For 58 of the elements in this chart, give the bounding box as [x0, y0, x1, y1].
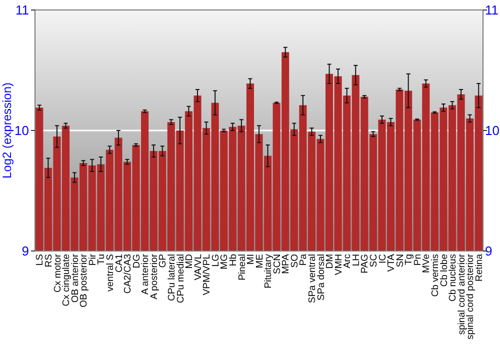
- x-tick-label: Hb: [228, 254, 239, 266]
- x-tick-label: DG: [131, 254, 142, 268]
- x-tick-label: LG: [210, 254, 222, 267]
- x-tick-label: Cb nucleus: [448, 254, 459, 302]
- x-tick-label: Pa: [298, 253, 310, 266]
- x-tick-label: MPA: [280, 253, 292, 274]
- x-tick-label: VTA: [386, 253, 398, 272]
- x-tick-label: MG: [219, 254, 230, 270]
- y2-tick-label: 11: [485, 2, 498, 18]
- y-axis-title: Log2 (expression): [0, 82, 14, 179]
- x-tick-label: Cx cingulate: [61, 254, 72, 306]
- x-tick-label: A posterior: [148, 254, 160, 300]
- x-tick-label: PAG: [360, 254, 371, 274]
- x-tick-label: OB posterior: [78, 254, 90, 308]
- x-tick-label: CPu lateral: [166, 254, 178, 301]
- x-tick-label: MVe: [421, 254, 432, 274]
- x-tick-label: ventral S: [104, 254, 116, 292]
- x-tick-label: SC: [368, 254, 380, 268]
- x-tick-label: GP: [158, 254, 169, 268]
- x-tick-label: Tg: [404, 254, 415, 266]
- x-tick-label: Arc: [342, 254, 354, 268]
- x-tick-label: DM: [324, 254, 336, 269]
- x-tick-label: ME: [254, 254, 266, 268]
- y-tick-label: 9: [22, 244, 29, 259]
- y2-tick-label: 10: [485, 123, 500, 138]
- x-tick-label: IC: [377, 254, 388, 264]
- x-tick-label: Retina: [474, 253, 485, 282]
- x-tick-label: MD: [184, 254, 196, 269]
- x-tick-label: SN: [394, 254, 406, 268]
- x-tick-label: RS: [44, 254, 54, 268]
- x-tick-label: spinal cord posterior: [465, 254, 476, 340]
- x-tick-label: Tu: [96, 254, 108, 265]
- x-tick-label: CPu medial: [175, 254, 186, 304]
- y-tick-label: 11: [16, 2, 29, 18]
- y-tick-label: 10: [14, 123, 29, 138]
- x-tick-label: Cx motor: [52, 254, 64, 293]
- x-tick-label: VA/VL: [192, 254, 204, 280]
- x-tick-label: CA1: [114, 254, 125, 272]
- x-tick-label: spinal cord anterior: [456, 254, 468, 335]
- x-tick-label: Cb lobe: [438, 254, 450, 287]
- x-tick-label: SPa ventral: [307, 254, 318, 304]
- x-tick-label: OB anterior: [70, 254, 81, 303]
- x-tick-label: CA2/CA3: [122, 254, 134, 294]
- x-tick-label: LH: [350, 254, 362, 266]
- x-tick-label: SO: [289, 254, 300, 268]
- x-tick-label: Pir: [87, 254, 98, 266]
- x-tick-label: MI: [246, 254, 257, 265]
- x-tick-label: Pn: [412, 254, 424, 266]
- x-tick-label: A anterior: [140, 254, 152, 295]
- x-tick-label: Cb vermis: [430, 254, 442, 297]
- x-tick-label: SPa dorsal: [316, 254, 327, 300]
- x-tick-label: VMH: [333, 254, 344, 276]
- x-tick-label: Pituitary: [263, 254, 274, 288]
- x-tick-label: Pineal: [236, 254, 248, 280]
- y2-tick-label: 9: [485, 244, 492, 259]
- x-tick-label: LS: [34, 254, 46, 266]
- x-tick-label: SCN: [272, 254, 283, 274]
- x-tick-label: VPM/VPL: [202, 254, 213, 296]
